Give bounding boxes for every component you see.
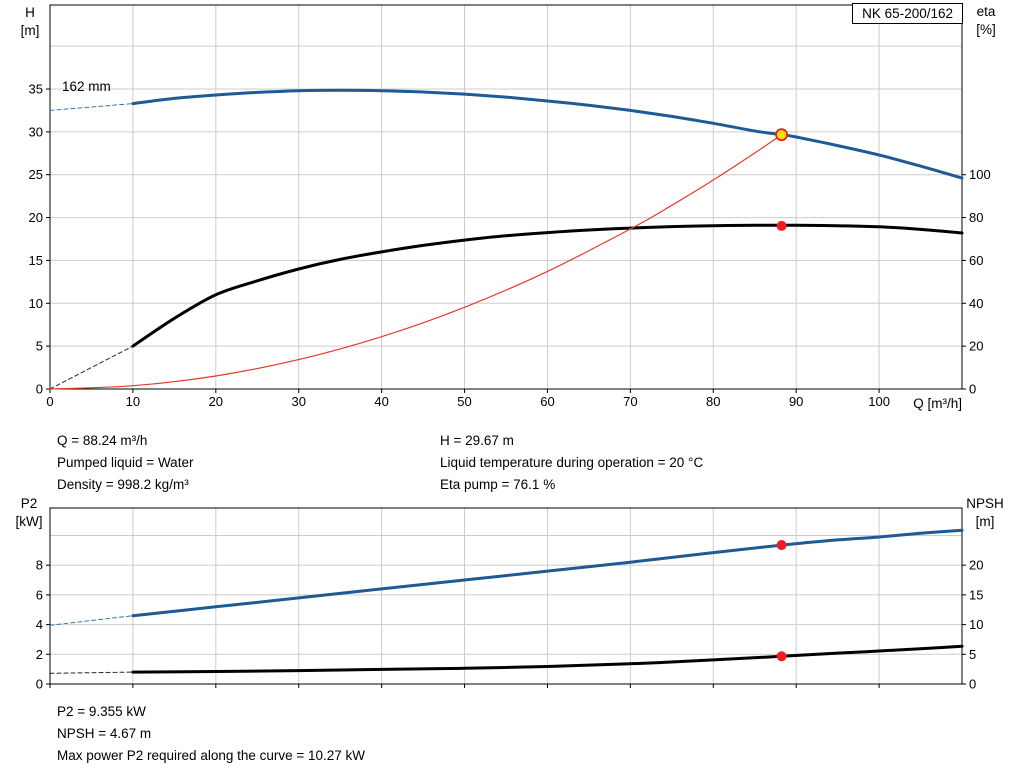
p2-axis-unit: [kW]	[15, 514, 43, 529]
y-right-tick-label: 40	[969, 296, 983, 311]
marker-duty-point-head	[775, 128, 788, 142]
y-right-tick-label: 5	[969, 647, 976, 662]
pump-model-badge: NK 65-200/162	[852, 3, 963, 24]
y-left-tick-label: 30	[29, 124, 43, 139]
h-axis-unit: [m]	[20, 23, 40, 38]
marker-duty-point-npsh	[776, 651, 787, 662]
x-tick-label: 100	[868, 394, 890, 409]
plot-border	[49, 4, 963, 390]
y-right-tick-label: 10	[969, 617, 983, 632]
power-data-block: P2 = 9.355 kW NPSH = 4.67 m Max power P2…	[57, 701, 365, 767]
y-left-tick-label: 0	[36, 677, 43, 692]
h-axis-title: H [m]	[12, 4, 48, 40]
npsh-axis-symbol: NPSH	[966, 496, 1004, 511]
x-tick-label: 40	[374, 394, 388, 409]
y-right-tick-label: 0	[969, 677, 976, 692]
x-tick-label: 90	[789, 394, 803, 409]
y-left-tick-label: 2	[36, 647, 43, 662]
x-tick-label: 20	[209, 394, 223, 409]
npsh-axis-title: NPSH [m]	[960, 495, 1010, 531]
head-value: H = 29.67 m	[440, 433, 514, 448]
x-tick-label: 60	[540, 394, 554, 409]
y-left-tick-label: 10	[29, 296, 43, 311]
x-tick-label: 80	[706, 394, 720, 409]
x-tick-label: 50	[457, 394, 471, 409]
p2-value: P2 = 9.355 kW	[57, 704, 146, 719]
operating-data-left-column: Q = 88.24 m³/h Pumped liquid = Water Den…	[57, 430, 193, 496]
series-npsh-curve	[131, 644, 964, 674]
series-head-curve	[131, 88, 964, 180]
y-left-tick-label: 20	[29, 210, 43, 225]
p2-axis-symbol: P2	[20, 496, 38, 511]
plot-border	[49, 507, 963, 685]
y-left-tick-label: 8	[36, 558, 43, 573]
series-p2-dashed	[49, 615, 134, 626]
series-efficiency-dashed	[49, 345, 134, 390]
x-tick-label: 0	[46, 394, 53, 409]
y-left-tick-label: 35	[29, 82, 43, 97]
y-right-tick-label: 60	[969, 253, 983, 268]
y-right-tick-label: 20	[969, 339, 983, 354]
y-left-tick-label: 5	[36, 339, 43, 354]
npsh-axis-unit: [m]	[975, 514, 995, 529]
operating-data-right-column: H = 29.67 m Liquid temperature during op…	[440, 430, 703, 496]
y-left-tick-label: 25	[29, 167, 43, 182]
flow-value: Q = 88.24 m³/h	[57, 433, 148, 448]
npsh-value: NPSH = 4.67 m	[57, 726, 152, 741]
eta-axis-title: eta [%]	[966, 3, 1006, 39]
y-right-tick-label: 20	[969, 558, 983, 573]
pumped-liquid-value: Pumped liquid = Water	[57, 455, 194, 470]
q-axis-title: Q [m³/h]	[913, 396, 962, 411]
series-head-curve-dashed	[49, 103, 134, 111]
y-left-tick-label: 6	[36, 587, 43, 602]
y-left-tick-label: 15	[29, 253, 43, 268]
series-npsh-dashed	[49, 671, 134, 674]
eta-pump-value: Eta pump = 76.1 %	[440, 477, 556, 492]
y-right-tick-label: 100	[969, 167, 991, 182]
y-left-tick-label: 0	[36, 382, 43, 397]
impeller-size-label: 162 mm	[62, 79, 111, 94]
max-power-value: Max power P2 required along the curve = …	[57, 748, 366, 763]
density-value: Density = 998.2 kg/m³	[57, 477, 189, 492]
series-efficiency-curve	[131, 223, 964, 348]
y-left-tick-label: 4	[36, 617, 43, 632]
x-tick-label: 30	[291, 394, 305, 409]
marker-duty-point-eta	[776, 220, 787, 231]
series-system-curve	[49, 134, 783, 390]
p2-axis-title: P2 [kW]	[8, 495, 50, 531]
y-right-tick-label: 15	[969, 587, 983, 602]
x-tick-label: 70	[623, 394, 637, 409]
eta-axis-symbol: eta	[976, 4, 996, 19]
x-tick-label: 10	[126, 394, 140, 409]
h-axis-symbol: H	[25, 5, 35, 20]
y-right-tick-label: 80	[969, 210, 983, 225]
series-p2-curve	[131, 528, 964, 618]
y-right-tick-label: 0	[969, 382, 976, 397]
liquid-temperature-value: Liquid temperature during operation = 20…	[440, 455, 704, 470]
eta-axis-unit: [%]	[976, 22, 996, 37]
marker-duty-point-p2	[776, 540, 787, 551]
